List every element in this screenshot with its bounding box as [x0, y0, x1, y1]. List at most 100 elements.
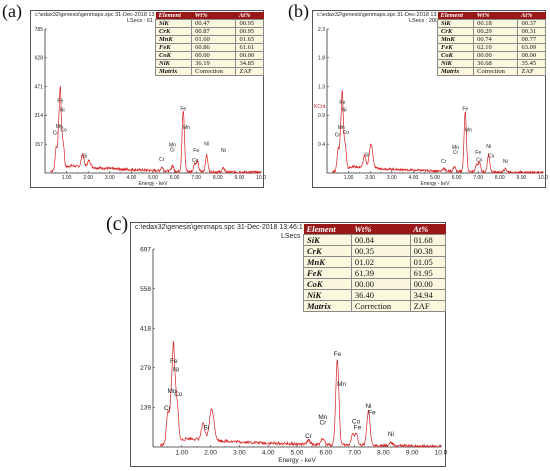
value-cell: 00.18	[473, 19, 519, 28]
table-header-cell: Wt%	[191, 12, 236, 20]
element-cell: CoK	[154, 51, 193, 60]
value-cell: 00.95	[235, 19, 264, 28]
element-cell: Matrix	[303, 300, 352, 312]
peak-label: Ni	[221, 148, 226, 154]
value-cell: 01.65	[235, 35, 264, 44]
element-cell: FeK	[154, 43, 193, 52]
date-stamp: 31-Dec-2018 13:46:1	[236, 224, 303, 231]
peak-label: Cr	[53, 130, 59, 136]
table-row: CoK 00.00 00.00	[154, 51, 264, 60]
x-axis-label: Energy - keV	[139, 181, 169, 187]
value-cell: 34.94	[409, 289, 447, 301]
peak-label: Ni	[60, 108, 65, 114]
x-tick-label: 3.00	[105, 175, 115, 181]
value-cell: 00.00	[517, 51, 546, 60]
x-tick-label: 7.00	[473, 175, 483, 181]
composition-table-b: Element Wt% At% SiK 00.18 00.37 CrK 00.29 00.31 M…	[436, 12, 546, 76]
element-cell: CrK	[154, 27, 193, 36]
peak-label: Fe	[57, 98, 63, 104]
element-cell: Matrix	[436, 67, 475, 76]
x-tick-label: 7.00	[191, 175, 201, 181]
peak-label: Fe	[339, 100, 345, 106]
panel-a: c:\edax32\genesis\genmaps.spc 31-Dec-201…	[30, 10, 266, 188]
peak-label: Co	[192, 158, 199, 164]
x-tick-label: 5.00	[430, 175, 440, 181]
value-cell: 63.09	[517, 43, 546, 52]
peak-label: Cr	[305, 433, 313, 440]
live-seconds: LSecs : 200	[409, 18, 439, 24]
value-cell: 00.00	[350, 278, 411, 290]
peak-label: Mn	[337, 381, 346, 388]
y-tick-label: 279	[140, 365, 151, 372]
element-cell: MnK	[303, 256, 352, 268]
table-header-row: Element Wt% At%	[155, 12, 264, 20]
x-tick-label: 10.0	[435, 450, 448, 457]
peak-label: Ni	[503, 159, 508, 165]
peak-label: Cr	[319, 419, 327, 426]
table-header-cell: At%	[517, 12, 546, 20]
live-seconds: LSecs : 61	[127, 18, 153, 24]
peak-label: Co	[174, 391, 183, 398]
value-cell: 00.31	[517, 27, 546, 36]
value-cell: Correction	[191, 67, 237, 76]
element-cell: FeK	[303, 267, 352, 279]
x-tick-label: 6.00	[319, 450, 332, 457]
x-tick-label: 3.00	[387, 175, 397, 181]
value-cell: 00.35	[350, 245, 411, 257]
value-cell: 01.05	[409, 256, 447, 268]
peak-label: Co	[476, 158, 483, 164]
peak-label: Fe	[180, 107, 186, 113]
x-tick-label: 1.00	[175, 450, 188, 457]
table-row: Matrix Correction ZAF	[436, 67, 546, 76]
panel-a-header: c:\edax32\genesis\genmaps.spc 31-Dec-201…	[35, 12, 164, 18]
peak-label: Co	[488, 153, 495, 159]
element-cell: SiK	[154, 19, 193, 28]
element-cell: SiK	[436, 19, 475, 28]
peak-label: Ni	[204, 141, 209, 147]
file-path: c:\edax32\genesis\genmaps.spc	[35, 12, 114, 18]
composition-table-c: Element Wt% At% SiK 00.84 01.68 CrK 00.35 00.38 M…	[303, 224, 447, 312]
value-cell: 00.87	[191, 27, 237, 36]
element-cell: Matrix	[154, 67, 193, 76]
panel-b-tag: (b)	[288, 1, 309, 21]
element-cell: NiK	[303, 289, 352, 301]
value-cell: 01.02	[350, 256, 411, 268]
value-cell: 00.00	[235, 51, 264, 60]
x-axis-label: Energy - keV	[278, 457, 316, 464]
x-tick-label: 9.00	[406, 450, 419, 457]
x-tick-label: 1.00	[62, 175, 72, 181]
panel-b: c:\edax32\genesis\genmaps.spc 31-Dec-201…	[312, 10, 548, 188]
x-tick-label: 9.00	[235, 175, 245, 181]
file-path: c:\edax32\genesis\genmaps.spc	[135, 224, 236, 231]
y-tick-label: 558	[140, 286, 151, 293]
table-header-cell: At%	[235, 12, 264, 20]
value-cell: 00.38	[409, 245, 447, 257]
value-cell: 61.95	[409, 267, 447, 279]
y-tick-label: 139	[140, 405, 151, 412]
peak-label: Fe	[368, 409, 376, 416]
value-cell: 00.47	[191, 19, 237, 28]
composition-table-a: Element Wt% At% SiK 00.47 00.95 CrK 00.87 00.95 M…	[154, 12, 264, 76]
element-cell: CrK	[303, 245, 352, 257]
element-cell: SiK	[303, 234, 352, 246]
element-cell: CoK	[436, 51, 475, 60]
table-row: MnK 00.74 00.77	[436, 35, 546, 44]
x-tick-label: 8.00	[213, 175, 223, 181]
date-stamp: 31-Dec-2018 13:53:	[115, 12, 164, 18]
spectrum-line	[50, 85, 262, 175]
peak-label: Ni	[486, 144, 491, 150]
table-header-row: Element Wt% At%	[303, 224, 446, 235]
element-cell: MnK	[154, 35, 193, 44]
file-path: c:\edax32\genesis\genmaps.spc	[317, 12, 396, 18]
element-cell: NiK	[154, 59, 193, 68]
table-row: NiK 36.68 35.45	[436, 59, 546, 68]
table-header-cell: Element	[437, 12, 474, 20]
element-cell: MnK	[436, 35, 475, 44]
x-axis-label: Energy - keV	[421, 181, 451, 187]
y-tick-label: 1.3	[318, 84, 325, 90]
spectrum-line	[332, 89, 544, 175]
x-tick-label: 10.0	[538, 175, 548, 181]
value-cell: ZAF	[409, 300, 447, 312]
table-header-cell: At%	[410, 224, 446, 235]
peak-label: Co	[343, 130, 350, 136]
